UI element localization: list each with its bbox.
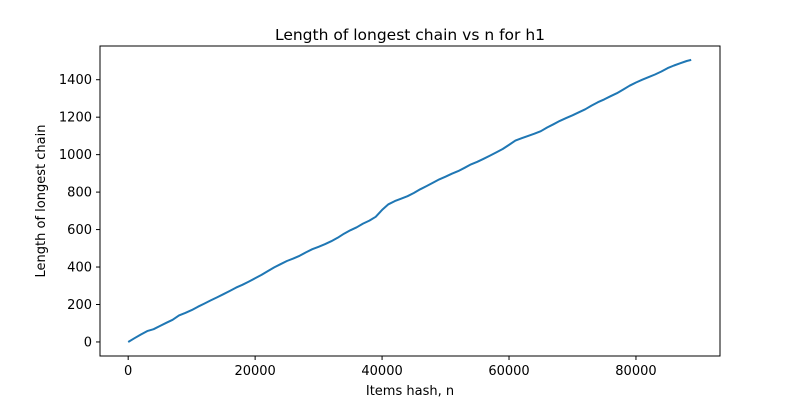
- plot-area: 0 20000 40000 60000 80000 0 200 400 600 800 1000 12…: [59, 45, 721, 379]
- y-tick-label: 400: [67, 261, 92, 276]
- y-tick-label: 800: [67, 186, 92, 201]
- y-tick-label: 1000: [59, 148, 92, 163]
- x-tick-label: 0: [124, 364, 132, 379]
- chart-title: Length of longest chain vs n for h1: [275, 26, 545, 44]
- y-tick-label: 1200: [59, 111, 92, 126]
- x-tick-label: 20000: [234, 364, 275, 379]
- x-tick-label: 40000: [361, 364, 402, 379]
- y-tick-label: 200: [67, 298, 92, 313]
- y-axis-label: Length of longest chain: [34, 125, 49, 278]
- axes-frame: [99, 45, 721, 357]
- x-tick-label: 80000: [615, 364, 656, 379]
- x-axis-label: Items hash, n: [366, 384, 454, 399]
- y-tick-label: 0: [84, 335, 92, 350]
- y-tick-label: 1400: [59, 73, 92, 88]
- y-tick-label: 600: [67, 223, 92, 238]
- x-tick-label: 60000: [488, 364, 529, 379]
- series-line-0: [127, 58, 692, 343]
